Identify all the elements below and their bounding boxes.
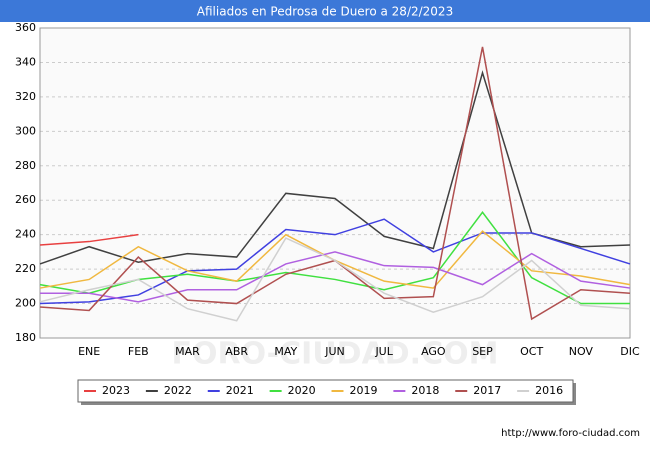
y-tick-label: 340 bbox=[15, 55, 36, 68]
y-tick-label: 220 bbox=[15, 262, 36, 275]
plot-area bbox=[40, 28, 630, 338]
x-tick-label: DIC bbox=[620, 345, 640, 358]
series-line bbox=[40, 251, 631, 303]
y-tick-label: 300 bbox=[15, 124, 36, 137]
x-tick-label: FEB bbox=[128, 345, 149, 358]
y-tick-label: 260 bbox=[15, 193, 36, 206]
plot-frame bbox=[39, 27, 631, 339]
series-line bbox=[39, 237, 631, 322]
x-tick-label: JUN bbox=[324, 345, 345, 358]
chart-title: Afiliados en Pedrosa de Duero a 28/2/202… bbox=[197, 5, 453, 19]
y-tick-label: 320 bbox=[15, 90, 36, 103]
legend-box bbox=[77, 379, 574, 403]
x-tick-label: ENE bbox=[78, 345, 100, 358]
series-line bbox=[39, 218, 631, 305]
legend-label: 2018 bbox=[411, 384, 439, 397]
watermark: FORO-CIUDAD.COM bbox=[172, 337, 499, 372]
y-tick-label: 180 bbox=[15, 331, 36, 344]
x-tick-label: SEP bbox=[472, 345, 493, 358]
x-tick-label: MAY bbox=[274, 345, 297, 358]
x-tick-label: ABR bbox=[225, 345, 248, 358]
legend-label: 2022 bbox=[164, 384, 192, 397]
x-tick-label: MAR bbox=[175, 345, 200, 358]
series-line bbox=[39, 233, 139, 246]
x-tick-label: NOV bbox=[569, 345, 594, 358]
legend-label: 2020 bbox=[288, 384, 316, 397]
y-tick-label: 240 bbox=[15, 228, 36, 241]
title-bar bbox=[0, 0, 650, 22]
x-tick-label: AGO bbox=[421, 345, 446, 358]
legend-label: 2023 bbox=[102, 384, 130, 397]
x-tick-label: JUL bbox=[374, 345, 393, 358]
y-tick-label: 360 bbox=[15, 21, 36, 34]
legend-label: 2021 bbox=[226, 384, 254, 397]
y-tick-label: 200 bbox=[15, 297, 36, 310]
x-tick-label: OCT bbox=[520, 345, 543, 358]
legend-label: 2019 bbox=[350, 384, 378, 397]
legend-label: 2016 bbox=[535, 384, 563, 397]
footer: http://www.foro-ciudad.com bbox=[501, 428, 640, 439]
y-tick-label: 280 bbox=[15, 159, 36, 172]
legend-label: 2017 bbox=[473, 384, 501, 397]
